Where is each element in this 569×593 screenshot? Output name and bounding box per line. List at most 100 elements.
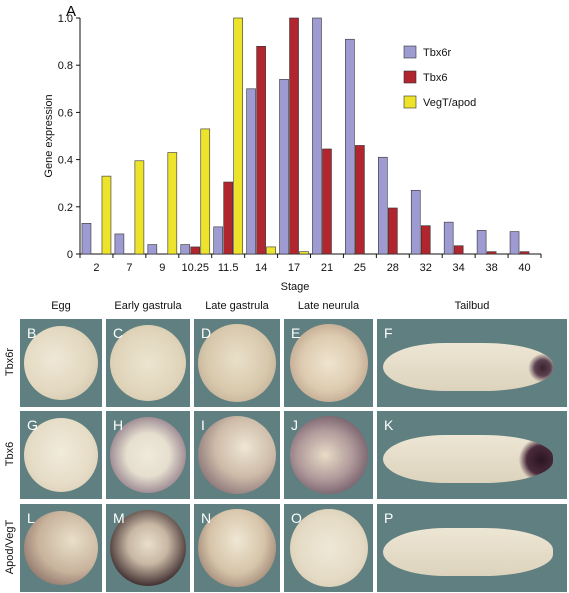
bar-tbx6 <box>388 207 398 255</box>
bar-tbx6 <box>486 251 497 255</box>
bar-tbx6r <box>345 38 355 255</box>
bar-tbx6 <box>289 17 299 255</box>
x-tick-label: 11.5 <box>218 262 239 274</box>
bar-tbx6 <box>322 148 332 255</box>
embryo-image-cell: K <box>376 410 568 500</box>
panel-letter: C <box>113 325 124 341</box>
panel-letter: M <box>113 510 125 526</box>
x-tick-label: 38 <box>485 262 497 274</box>
panel-letter: E <box>291 325 301 341</box>
x-tick-label: 2 <box>93 262 99 274</box>
row-label: Tbx6r <box>4 347 16 377</box>
bar-tbx6r <box>81 223 92 255</box>
chart-bars <box>81 17 530 255</box>
embryo <box>24 511 98 585</box>
panel-letter: L <box>27 510 35 526</box>
x-tick-label: 25 <box>354 262 366 274</box>
bar-tbx6r <box>476 230 487 255</box>
legend-label: Tbx6 <box>423 72 447 84</box>
y-tick-label: 0.4 <box>58 155 73 167</box>
y-tick-label: 1.0 <box>58 13 73 25</box>
bar-tbx6r <box>443 221 454 255</box>
legend-swatch <box>403 70 417 84</box>
y-axis-title: Gene expression <box>43 94 55 177</box>
embryo <box>383 343 553 391</box>
chart-legend: Tbx6r Tbx6 VegT/apod <box>403 45 476 109</box>
bar-tbx6r <box>114 233 125 255</box>
panel-letter: D <box>201 325 212 341</box>
embryo-image-cell: D <box>193 318 281 408</box>
embryo-image-cell: L <box>19 503 103 593</box>
y-tick-label: 0.2 <box>58 202 73 214</box>
bar-tbx6r <box>147 244 158 255</box>
x-tick-label: 17 <box>288 262 300 274</box>
y-tick-label: 0.8 <box>58 60 73 72</box>
panel-letter: H <box>113 417 124 433</box>
embryo-image-cell: G <box>19 410 103 500</box>
bar-tbx6 <box>190 246 201 255</box>
x-tick-label: 34 <box>453 262 465 274</box>
bar-tbx6 <box>223 181 233 255</box>
embryo-image-cell: C <box>105 318 191 408</box>
embryo-image-cell: J <box>283 410 374 500</box>
column-header: Early gastrula <box>114 300 182 312</box>
panel-letter-a: A <box>66 3 76 20</box>
bar-tbx6r <box>213 226 223 255</box>
embryo <box>110 417 186 493</box>
gene-expression-chart: A 0 0.2 0.4 0.6 0.8 1.0 2 7 9 10.25 11.5 14 17 21 25 28… <box>43 3 542 293</box>
embryo <box>24 326 98 400</box>
bar-tbx6 <box>519 251 530 255</box>
embryo-image-cell: E <box>283 318 374 408</box>
row-label: Apod/VegT <box>4 519 16 575</box>
embryo <box>110 325 186 401</box>
x-tick-label: 32 <box>420 262 432 274</box>
chart-axes: 0 0.2 0.4 0.6 0.8 1.0 2 7 9 10.25 11.5 14 17 21 25 28 32… <box>58 13 542 274</box>
bar-tbx6r <box>312 17 322 255</box>
embryo-image-cell: H <box>105 410 191 500</box>
panel-letter: O <box>291 510 302 526</box>
column-header: Egg <box>51 300 71 312</box>
bar-vegt-apod <box>134 160 145 255</box>
bar-vegt-apod <box>299 251 309 255</box>
bar-tbx6r <box>180 244 191 255</box>
embryo <box>289 324 368 402</box>
column-header: Late neurula <box>297 300 360 312</box>
bar-vegt-apod <box>233 17 243 255</box>
bar-tbx6 <box>355 145 365 255</box>
bar-tbx6 <box>420 225 431 255</box>
panel-letter: G <box>27 417 38 433</box>
bar-tbx6 <box>256 46 266 255</box>
column-header: Tailbud <box>454 300 490 312</box>
bar-tbx6r <box>378 156 388 255</box>
bar-tbx6r <box>410 189 421 255</box>
bar-tbx6r <box>509 231 520 255</box>
panel-letter: I <box>201 417 205 433</box>
bar-vegt-apod <box>167 152 178 255</box>
embryo <box>289 416 368 494</box>
row-label: Tbx6 <box>4 441 16 467</box>
legend-swatch <box>403 95 417 109</box>
x-tick-label: 7 <box>126 262 132 274</box>
embryo-image-cell: M <box>105 503 191 593</box>
embryo-image-cell: P <box>376 503 568 593</box>
x-tick-label: 14 <box>255 262 267 274</box>
embryo <box>24 418 98 492</box>
panel-letter: N <box>201 510 212 526</box>
embryo <box>198 509 276 587</box>
embryo-image-cell: O <box>283 503 374 593</box>
x-tick-label: 10.25 <box>181 262 209 274</box>
bar-vegt-apod <box>101 175 112 255</box>
embryo <box>198 324 276 402</box>
legend-swatch <box>403 45 417 59</box>
bar-vegt-apod <box>200 128 211 255</box>
bar-tbx6 <box>453 245 464 255</box>
embryo-image-cell: I <box>193 410 281 500</box>
x-tick-label: 21 <box>321 262 333 274</box>
embryo <box>110 510 186 586</box>
embryo <box>383 435 553 483</box>
x-axis-title: Stage <box>281 281 310 293</box>
x-tick-label: 9 <box>159 262 165 274</box>
panel-letter: F <box>384 325 393 341</box>
column-header: Late gastrula <box>205 300 269 312</box>
panel-letter: K <box>384 417 394 433</box>
